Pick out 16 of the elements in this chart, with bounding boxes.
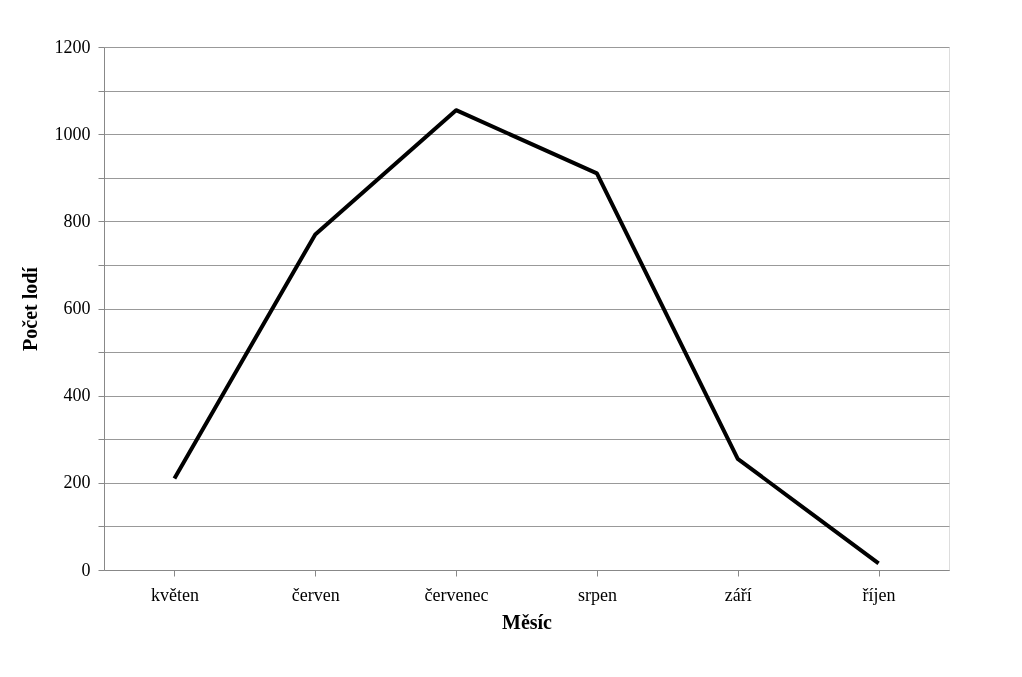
x-tick-label: srpen: [577, 584, 617, 605]
line-series: [172, 108, 881, 566]
x-tick-label: září: [724, 584, 752, 605]
y-tick-label: 800: [63, 210, 91, 231]
x-tick-label: říjen: [862, 584, 896, 605]
x-tick-label: květen: [150, 584, 199, 605]
y-tick-label: 200: [63, 472, 91, 493]
y-tick-label: 1200: [54, 36, 91, 57]
x-axis-title: Měsíc: [502, 610, 553, 633]
y-tick-label: 600: [63, 298, 91, 318]
x-tick-label: červen: [291, 584, 340, 605]
x-tick-label: červenec: [424, 584, 489, 605]
y-tick-label: 1000: [54, 123, 91, 144]
y-tick-label: 400: [63, 385, 91, 406]
y-tick-label: 0: [81, 559, 91, 580]
y-axis-title: Počet lodí: [18, 266, 41, 351]
